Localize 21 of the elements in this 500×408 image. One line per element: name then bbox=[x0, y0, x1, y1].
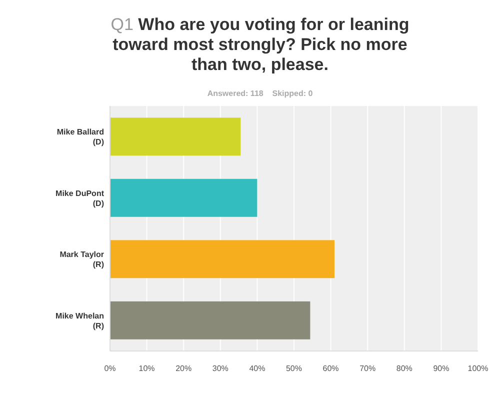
x-tick-label: 20% bbox=[176, 364, 192, 373]
x-tick-label: 90% bbox=[433, 364, 450, 373]
x-tick-label: 10% bbox=[138, 364, 155, 373]
chart-subtitle: Answered: 118 Skipped: 0 bbox=[207, 89, 314, 98]
bar bbox=[110, 178, 258, 217]
x-tick-label: 30% bbox=[212, 364, 228, 373]
bar bbox=[110, 301, 310, 340]
y-tick-label: Mike Ballard (D) bbox=[56, 128, 104, 147]
y-tick-label: Mark Taylor (R) bbox=[60, 250, 104, 270]
x-tick-label: 0% bbox=[104, 364, 116, 373]
y-tick-label: Mike DuPont (D) bbox=[56, 188, 104, 208]
chart-title: Q1 Who are you voting for or leaning toward most strongly? Pick no more than two, please. bbox=[110, 15, 410, 74]
x-tick-label: 80% bbox=[396, 364, 412, 373]
x-tick-label: 50% bbox=[286, 364, 302, 373]
bar bbox=[110, 118, 241, 156]
bar bbox=[110, 240, 334, 278]
x-tick-label: 60% bbox=[322, 364, 339, 373]
x-tick-label: 70% bbox=[360, 364, 376, 373]
x-tick-label: 100% bbox=[468, 364, 488, 373]
x-tick-label: 40% bbox=[249, 364, 266, 373]
y-tick-label: Mike Whelan (R) bbox=[56, 311, 104, 330]
